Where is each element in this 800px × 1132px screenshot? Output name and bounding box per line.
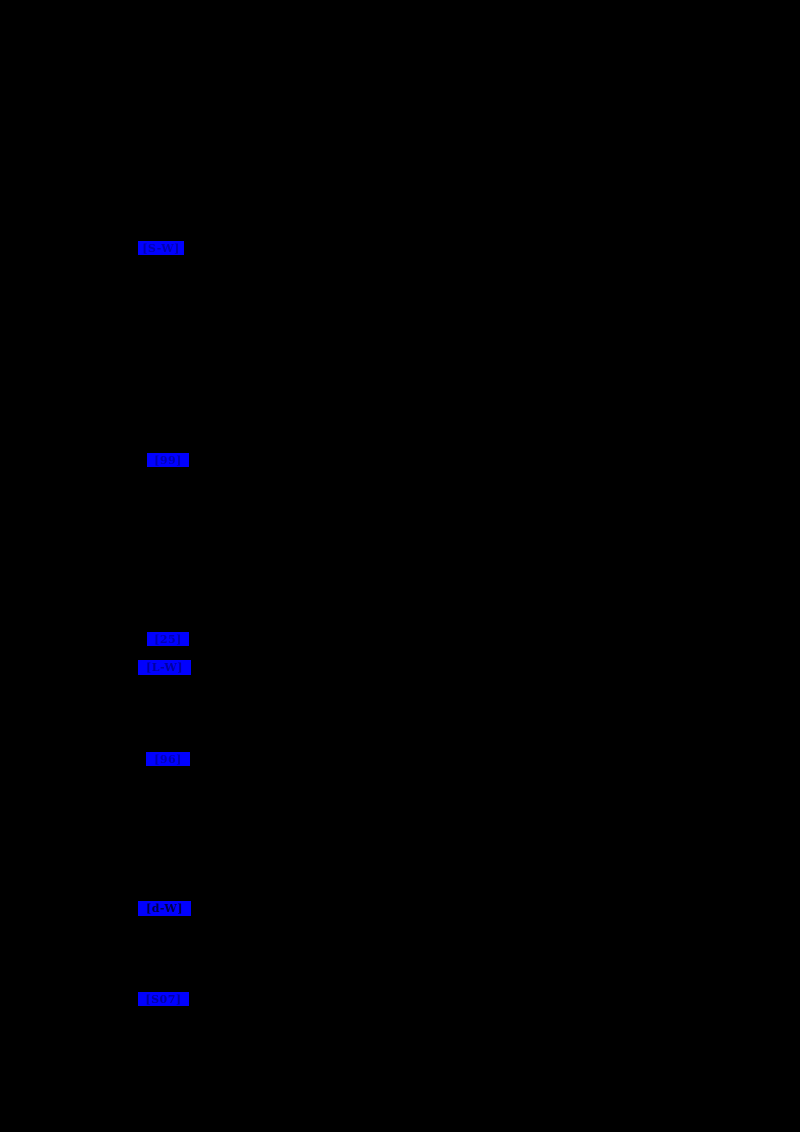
citation-link[interactable]: [S-W] bbox=[138, 241, 184, 255]
citation-link[interactable]: [L-W] bbox=[138, 660, 191, 675]
citation-link[interactable]: [99] bbox=[147, 453, 189, 467]
citation-link[interactable]: [d-W] bbox=[138, 901, 191, 916]
citation-link[interactable]: [S07] bbox=[138, 992, 189, 1006]
citation-link[interactable]: [25] bbox=[147, 632, 189, 646]
citation-link[interactable]: [96] bbox=[146, 752, 190, 766]
